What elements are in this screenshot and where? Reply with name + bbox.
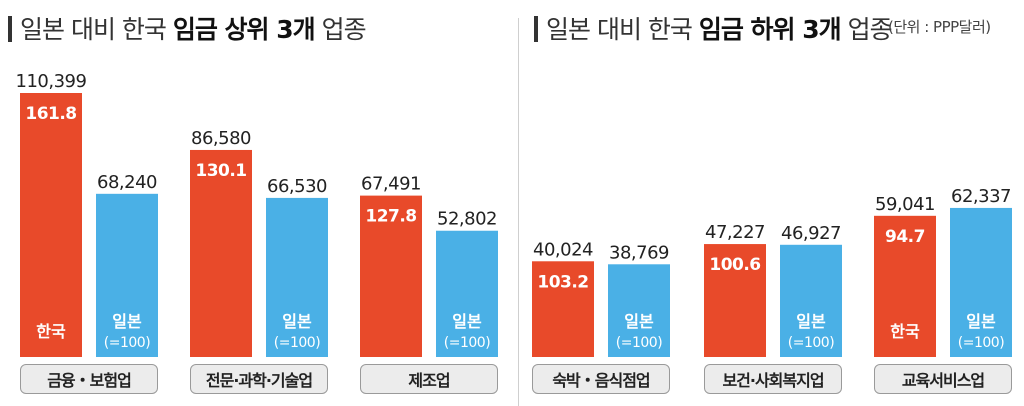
japan-series-label: 일본 — [796, 312, 826, 331]
japan-series-label: 일본 — [282, 312, 312, 331]
japan-series-label: 일본 — [452, 312, 482, 331]
title-suffix: 업종 — [840, 15, 893, 44]
korea-value-label: 47,227 — [705, 222, 765, 243]
title-emphasis: 임금 하위 3개 — [698, 15, 842, 44]
japan-baseline-label: (=100) — [788, 335, 834, 351]
title-suffix: 업종 — [314, 15, 367, 44]
korea-series-label: 한국 — [890, 322, 920, 341]
japan-series-label: 일본 — [966, 312, 996, 331]
japan-bar — [266, 197, 328, 357]
title-prefix: 일본 대비 한국 — [20, 15, 173, 44]
title-marker — [8, 16, 12, 42]
korea-value-label: 86,580 — [191, 128, 251, 149]
category-label: 숙박・음식점업 — [532, 364, 670, 394]
japan-bar — [436, 230, 498, 357]
japan-bar — [780, 244, 842, 357]
japan-baseline-label: (=100) — [274, 335, 320, 351]
korea-value-label: 110,399 — [16, 71, 87, 92]
korea-value-label: 40,024 — [533, 239, 593, 260]
japan-series-label: 일본 — [624, 312, 654, 331]
japan-baseline-label: (=100) — [444, 335, 490, 351]
category-label: 금융・보험업 — [20, 364, 158, 394]
korea-value-label: 67,491 — [361, 174, 421, 195]
chart-divider — [518, 18, 519, 406]
korea-bar — [190, 149, 252, 357]
japan-bar — [950, 207, 1012, 357]
korea-value-label: 59,041 — [875, 194, 935, 215]
category-label: 전문·과학·기술업 — [190, 364, 328, 394]
korea-bar — [20, 93, 82, 357]
title-marker — [534, 16, 538, 42]
korea-index-label: 100.6 — [709, 255, 760, 275]
japan-baseline-label: (=100) — [958, 335, 1004, 351]
korea-index-label: 103.2 — [537, 272, 588, 292]
left-chart-title: 일본 대비 한국 임금 상위 3개 업종 — [8, 10, 367, 46]
japan-baseline-label: (=100) — [616, 335, 662, 351]
category-label: 제조업 — [360, 364, 498, 394]
japan-value-label: 38,769 — [609, 242, 669, 263]
korea-series-label: 한국 — [36, 322, 66, 341]
korea-index-label: 127.8 — [365, 207, 416, 227]
japan-series-label: 일본 — [112, 312, 142, 331]
japan-value-label: 66,530 — [267, 176, 327, 197]
title-prefix: 일본 대비 한국 — [546, 15, 699, 44]
japan-value-label: 46,927 — [781, 223, 841, 244]
japan-value-label: 52,802 — [437, 209, 497, 230]
korea-bar — [704, 244, 766, 357]
korea-index-label: 130.1 — [195, 161, 246, 181]
korea-index-label: 94.7 — [885, 227, 925, 247]
title-emphasis: 임금 상위 3개 — [172, 15, 316, 44]
right-chart-title: 일본 대비 한국 임금 하위 3개 업종 — [534, 10, 893, 46]
korea-bar — [532, 261, 594, 357]
korea-bar — [874, 215, 936, 357]
unit-label: (단위 : PPP달러) — [888, 18, 991, 36]
category-label: 보건·사회복지업 — [704, 364, 842, 394]
japan-bar — [608, 264, 670, 357]
korea-index-label: 161.8 — [25, 104, 76, 124]
korea-bar — [360, 195, 422, 357]
japan-bar — [96, 193, 158, 357]
japan-baseline-label: (=100) — [104, 335, 150, 351]
japan-value-label: 68,240 — [97, 172, 157, 193]
japan-value-label: 62,337 — [951, 186, 1011, 207]
category-label: 교육서비스업 — [874, 364, 1012, 394]
